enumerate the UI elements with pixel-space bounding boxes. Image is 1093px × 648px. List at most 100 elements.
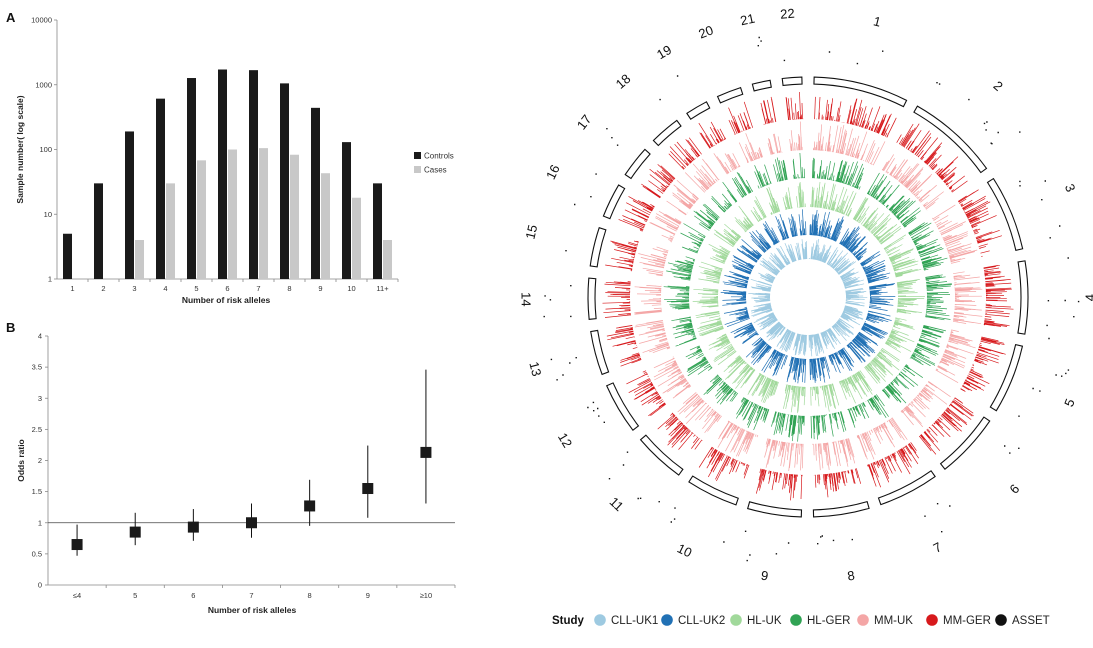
chromosome-label: 7 xyxy=(931,539,944,556)
panel-b-y-ticks: 0 0.5 1 1.5 2 2.5 3 3.5 4 xyxy=(32,332,48,590)
odds-ratio-point-≤4 xyxy=(71,539,83,551)
study-swatch-asset xyxy=(995,614,1007,626)
chromosome-band-5 xyxy=(989,343,1024,412)
track-mm-ger xyxy=(602,91,1014,501)
panel-a-x-ticks: 1 2 3 4 5 6 7 8 9 10 11+ xyxy=(70,279,399,293)
panel-b-x-ticks: ≤4 5 6 7 8 9 ≥10 xyxy=(73,585,456,600)
study-label-mm-ger: MM-GER xyxy=(943,615,991,627)
panel-b-points xyxy=(71,369,432,556)
bar-cases-5 xyxy=(197,160,206,279)
chromosome-band-13 xyxy=(590,329,610,376)
panel-b-y-axis-label: Odds ratio xyxy=(16,439,26,482)
bar-cases-10 xyxy=(352,197,361,279)
circular-tracks xyxy=(543,36,1080,562)
chromosome-ideogram xyxy=(587,76,1029,518)
study-label-cll-uk2: CLL-UK2 xyxy=(678,615,725,627)
track-points xyxy=(748,238,868,357)
bar-controls-9 xyxy=(311,107,320,279)
x-tick-label: 9 xyxy=(366,591,370,600)
legend-label-controls: Controls xyxy=(424,152,454,161)
odds-ratio-point-6 xyxy=(187,521,199,533)
x-tick-label: 8 xyxy=(308,591,312,600)
panel-a-x-axis-label: Number of risk alleles xyxy=(182,295,271,305)
x-tick-label: 5 xyxy=(194,284,198,293)
chromosome-label: 4 xyxy=(1082,294,1093,301)
track-points xyxy=(602,91,1014,501)
bar-controls-5 xyxy=(187,78,196,279)
chromosome-band-22 xyxy=(781,76,803,87)
chromosome-band-6 xyxy=(939,416,991,470)
x-tick-label: 10 xyxy=(347,284,355,293)
chromosome-label: 20 xyxy=(696,22,715,41)
y-tick-label: 1.5 xyxy=(32,487,42,496)
study-label-cll-uk1: CLL-UK1 xyxy=(611,615,658,627)
track-points xyxy=(720,209,896,384)
chromosome-band-15 xyxy=(589,226,607,268)
chromosome-label: 19 xyxy=(654,42,674,62)
chromosome-band-4 xyxy=(1017,260,1029,335)
study-label-hl-uk: HL-UK xyxy=(747,615,782,627)
y-tick-label: 2.5 xyxy=(32,425,42,434)
bar-controls-3 xyxy=(125,131,134,279)
chromosome-band-10 xyxy=(688,475,739,506)
bar-controls-8 xyxy=(280,83,289,279)
odds-ratio-point-5 xyxy=(129,526,141,538)
chromosome-label: 22 xyxy=(780,6,796,22)
odds-ratio-point-7 xyxy=(246,517,257,529)
odds-ratio-point-≥10 xyxy=(420,446,432,458)
chromosome-label: 21 xyxy=(739,11,756,29)
chromosome-band-17 xyxy=(624,148,651,180)
x-tick-label: 9 xyxy=(318,284,322,293)
bar-cases-8 xyxy=(290,154,299,279)
study-swatch-hl-ger xyxy=(790,614,802,626)
x-tick-label: ≥10 xyxy=(420,591,432,600)
y-tick-label: 1 xyxy=(38,518,42,527)
chromosome-band-19 xyxy=(686,101,711,120)
x-tick-label: 6 xyxy=(191,591,195,600)
chromosome-band-7 xyxy=(877,470,936,506)
bar-controls-6 xyxy=(218,69,227,279)
bar-controls-7 xyxy=(249,70,258,279)
chromosome-band-20 xyxy=(716,86,744,104)
x-tick-label: 5 xyxy=(133,591,137,600)
panel-b-x-axis-label: Number of risk alleles xyxy=(208,605,297,615)
study-swatch-cll-uk1 xyxy=(594,614,606,626)
y-tick-label: 0 xyxy=(38,581,42,590)
track-points xyxy=(663,152,952,442)
track-asset xyxy=(543,36,1080,562)
track-hl-ger xyxy=(663,152,952,442)
study-legend-title: Study xyxy=(552,615,585,627)
study-swatch-mm-uk xyxy=(857,614,869,626)
chromosome-label: 17 xyxy=(574,112,595,133)
chromosome-label: 2 xyxy=(990,78,1005,94)
bar-controls-10 xyxy=(342,142,351,279)
chromosome-band-18 xyxy=(652,119,682,147)
track-points xyxy=(692,181,925,414)
x-tick-label: 8 xyxy=(287,284,291,293)
track-points xyxy=(543,36,1080,562)
panel-a-y-axis-label: Sample number( log scale) xyxy=(15,95,25,203)
bar-cases-9 xyxy=(321,173,330,279)
track-cll-uk1 xyxy=(748,238,868,357)
x-tick-label: ≤4 xyxy=(73,591,81,600)
chromosome-label: 12 xyxy=(555,430,575,450)
y-tick-label: 10 xyxy=(44,210,52,219)
x-tick-label: 6 xyxy=(225,284,229,293)
chromosome-label: 9 xyxy=(760,568,769,584)
chromosome-label: 13 xyxy=(526,360,544,378)
chromosome-label: 10 xyxy=(675,541,695,561)
y-tick-label: 100 xyxy=(39,145,52,154)
chromosome-band-12 xyxy=(605,382,640,431)
y-tick-label: 2 xyxy=(38,456,42,465)
chromosome-band-2 xyxy=(913,105,988,174)
chromosome-label: 8 xyxy=(846,568,855,584)
bar-cases-3 xyxy=(135,240,144,279)
bar-cases-6 xyxy=(228,149,237,279)
chromosome-band-1 xyxy=(813,76,908,108)
x-tick-label: 7 xyxy=(249,591,253,600)
chromosome-band-11 xyxy=(639,434,684,476)
study-label-asset: ASSET xyxy=(1012,615,1050,627)
x-tick-label: 4 xyxy=(163,284,167,293)
